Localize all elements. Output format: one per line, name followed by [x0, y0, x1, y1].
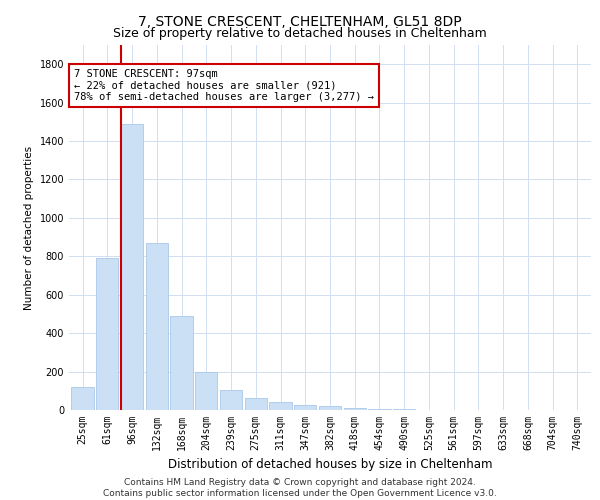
Bar — [121, 124, 143, 410]
Bar — [319, 406, 341, 410]
Text: 7 STONE CRESCENT: 97sqm
← 22% of detached houses are smaller (921)
78% of semi-d: 7 STONE CRESCENT: 97sqm ← 22% of detache… — [74, 68, 374, 102]
Bar — [220, 390, 242, 410]
Text: Size of property relative to detached houses in Cheltenham: Size of property relative to detached ho… — [113, 28, 487, 40]
Y-axis label: Number of detached properties: Number of detached properties — [24, 146, 34, 310]
Bar — [245, 398, 267, 410]
Bar — [71, 387, 94, 410]
X-axis label: Distribution of detached houses by size in Cheltenham: Distribution of detached houses by size … — [168, 458, 492, 471]
Bar — [195, 372, 217, 410]
Bar — [294, 404, 316, 410]
Bar — [269, 402, 292, 410]
Bar — [368, 409, 391, 410]
Bar — [146, 243, 168, 410]
Text: 7, STONE CRESCENT, CHELTENHAM, GL51 8DP: 7, STONE CRESCENT, CHELTENHAM, GL51 8DP — [138, 15, 462, 29]
Bar — [344, 408, 366, 410]
Bar — [96, 258, 118, 410]
Bar — [170, 316, 193, 410]
Text: Contains HM Land Registry data © Crown copyright and database right 2024.
Contai: Contains HM Land Registry data © Crown c… — [103, 478, 497, 498]
